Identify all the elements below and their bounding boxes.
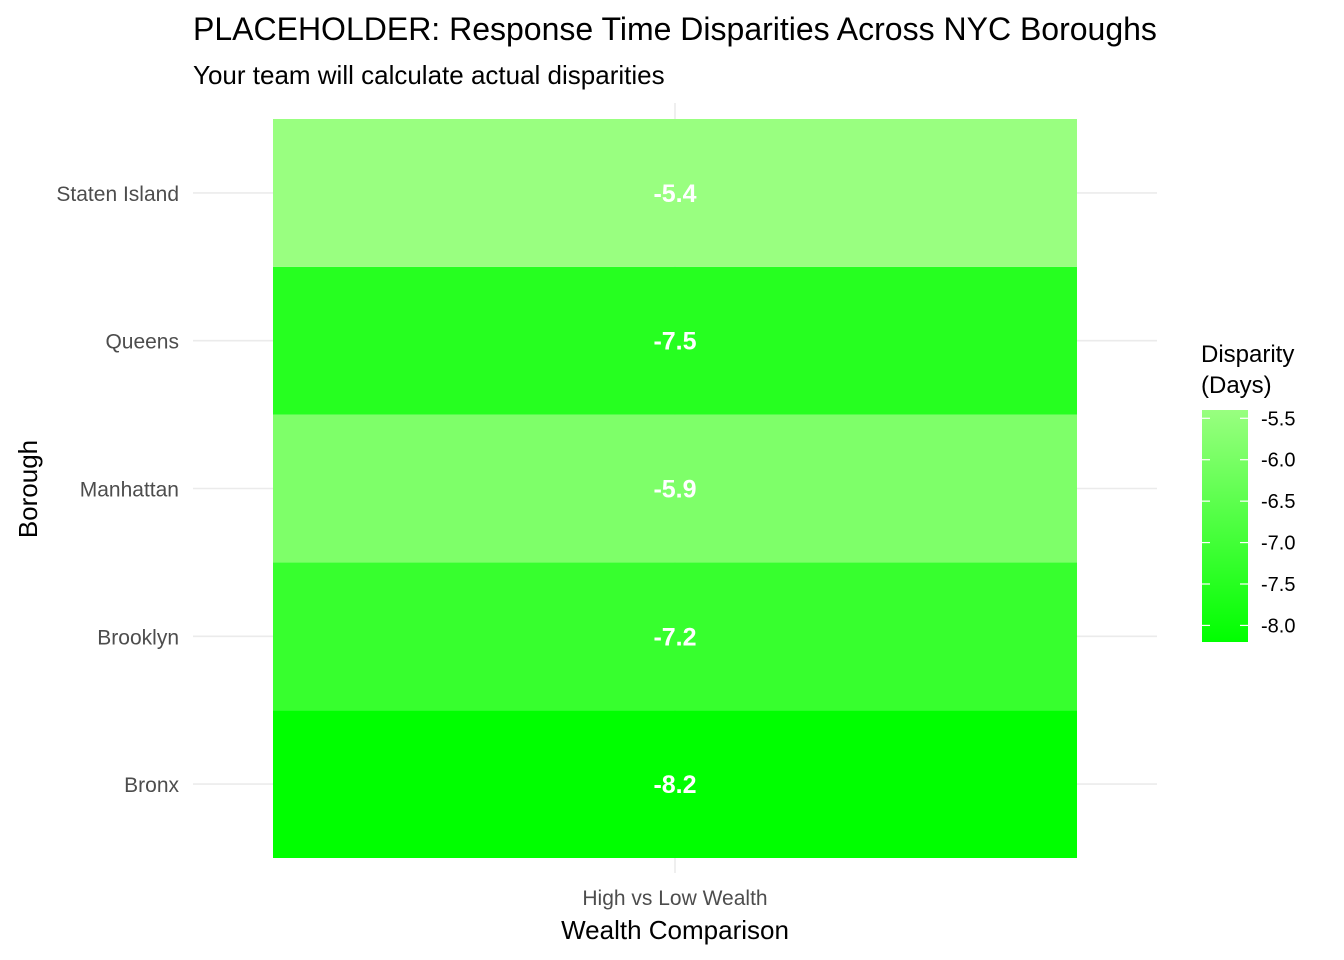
legend-tick-label: -8.0 [1261, 615, 1295, 637]
heatmap-cell-bronx [273, 710, 1077, 858]
legend-title-line-2: (Days) [1201, 372, 1272, 399]
heatmap-cell-manhattan [273, 414, 1077, 563]
cell-label-staten-island: -5.4 [653, 180, 696, 208]
heatmap-cells [273, 119, 1077, 858]
y-tick-staten-island: Staten Island [56, 183, 179, 206]
legend-color-bar [1202, 410, 1248, 642]
y-tick-bronx: Bronx [124, 774, 179, 797]
legend-tick-label: -5.5 [1261, 408, 1295, 430]
chart-subtitle: Your team will calculate actual disparit… [193, 60, 665, 90]
legend-tick-label: -6.0 [1261, 450, 1295, 472]
y-axis-title: Borough [13, 440, 43, 538]
y-tick-brooklyn: Brooklyn [97, 626, 179, 649]
y-tick-queens: Queens [105, 331, 179, 354]
legend-tick-label: -7.0 [1261, 533, 1295, 555]
cell-value-labels: -8.2 -7.2 -5.9 -7.5 -5.4 [653, 180, 696, 799]
heatmap-cell-brooklyn [273, 562, 1077, 711]
legend-tick-label: -7.5 [1261, 574, 1295, 596]
chart-title: PLACEHOLDER: Response Time Disparities A… [193, 11, 1157, 47]
legend-title-line-1: Disparity [1201, 341, 1294, 368]
legend-ticks: -5.5 -6.0 -6.5 -7.0 -7.5 -8.0 [1202, 408, 1295, 637]
heatmap-cell-staten-island [273, 119, 1077, 267]
y-tick-manhattan: Manhattan [80, 479, 179, 502]
legend-tick-label: -6.5 [1261, 491, 1295, 513]
cell-label-queens: -7.5 [653, 328, 696, 356]
cell-label-brooklyn: -7.2 [653, 623, 696, 651]
heatmap-cell-queens [273, 266, 1077, 415]
cell-label-bronx: -8.2 [653, 771, 696, 799]
cell-label-manhattan: -5.9 [653, 476, 696, 504]
y-axis-ticks: Bronx Brooklyn Manhattan Queens Staten Islan… [56, 183, 179, 797]
x-axis-title: Wealth Comparison [561, 915, 789, 945]
x-tick-label: High vs Low Wealth [582, 887, 767, 910]
x-axis-ticks: High vs Low Wealth [582, 887, 767, 910]
color-legend: Disparity (Days) -5.5 -6.0 -6.5 -7.0 -7.5 -8.… [1201, 341, 1295, 642]
